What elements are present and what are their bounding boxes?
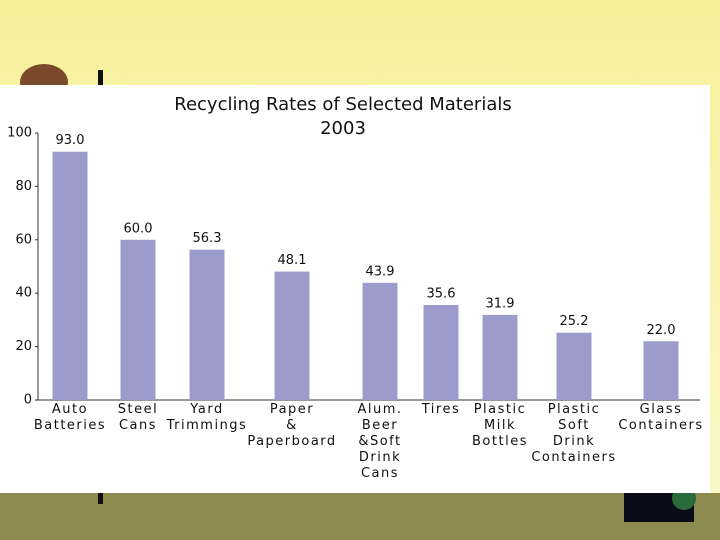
y-tick-label: 80 (15, 179, 32, 194)
value-label: 22.0 (647, 323, 676, 338)
x-tick-label: Glass Containers (618, 402, 703, 433)
bar (274, 271, 310, 400)
value-label: 35.6 (427, 286, 456, 301)
value-label: 56.3 (193, 231, 222, 246)
chart-panel (0, 85, 710, 493)
y-tick-label: 40 (15, 286, 32, 301)
slide-decoration (98, 70, 103, 90)
x-tick-label: Yard Trimmings (166, 402, 248, 433)
bar (482, 314, 518, 400)
value-label: 48.1 (278, 253, 307, 268)
y-tick-label: 100 (7, 126, 32, 141)
x-tick-label: Paper & Paperboard (247, 402, 336, 449)
value-label: 31.9 (486, 296, 515, 311)
x-tick-label: Plastic Soft Drink Containers (531, 402, 616, 465)
bar (189, 249, 225, 400)
x-tick-label: Auto Batteries (34, 402, 106, 433)
bar (423, 304, 459, 400)
bar (556, 332, 592, 400)
chart-title: Recycling Rates of Selected Materials (174, 94, 511, 115)
value-label: 25.2 (560, 314, 589, 329)
bar (643, 341, 679, 400)
bar (362, 282, 398, 400)
bar (52, 151, 88, 400)
y-tick-label: 0 (24, 393, 32, 408)
value-label: 60.0 (124, 221, 153, 236)
chart-subtitle: 2003 (320, 118, 366, 139)
slide-decoration (98, 486, 103, 504)
bar (120, 239, 156, 400)
x-tick-label: Plastic Milk Bottles (472, 402, 528, 449)
x-tick-label: Steel Cans (118, 402, 158, 433)
y-tick-label: 20 (15, 339, 32, 354)
y-tick-label: 60 (15, 232, 32, 247)
x-tick-label: Tires (421, 402, 460, 417)
x-tick-label: Alum. Beer &Soft Drink Cans (357, 402, 402, 481)
value-label: 43.9 (366, 264, 395, 279)
slide-footer-band (0, 493, 720, 540)
value-label: 93.0 (56, 133, 85, 148)
